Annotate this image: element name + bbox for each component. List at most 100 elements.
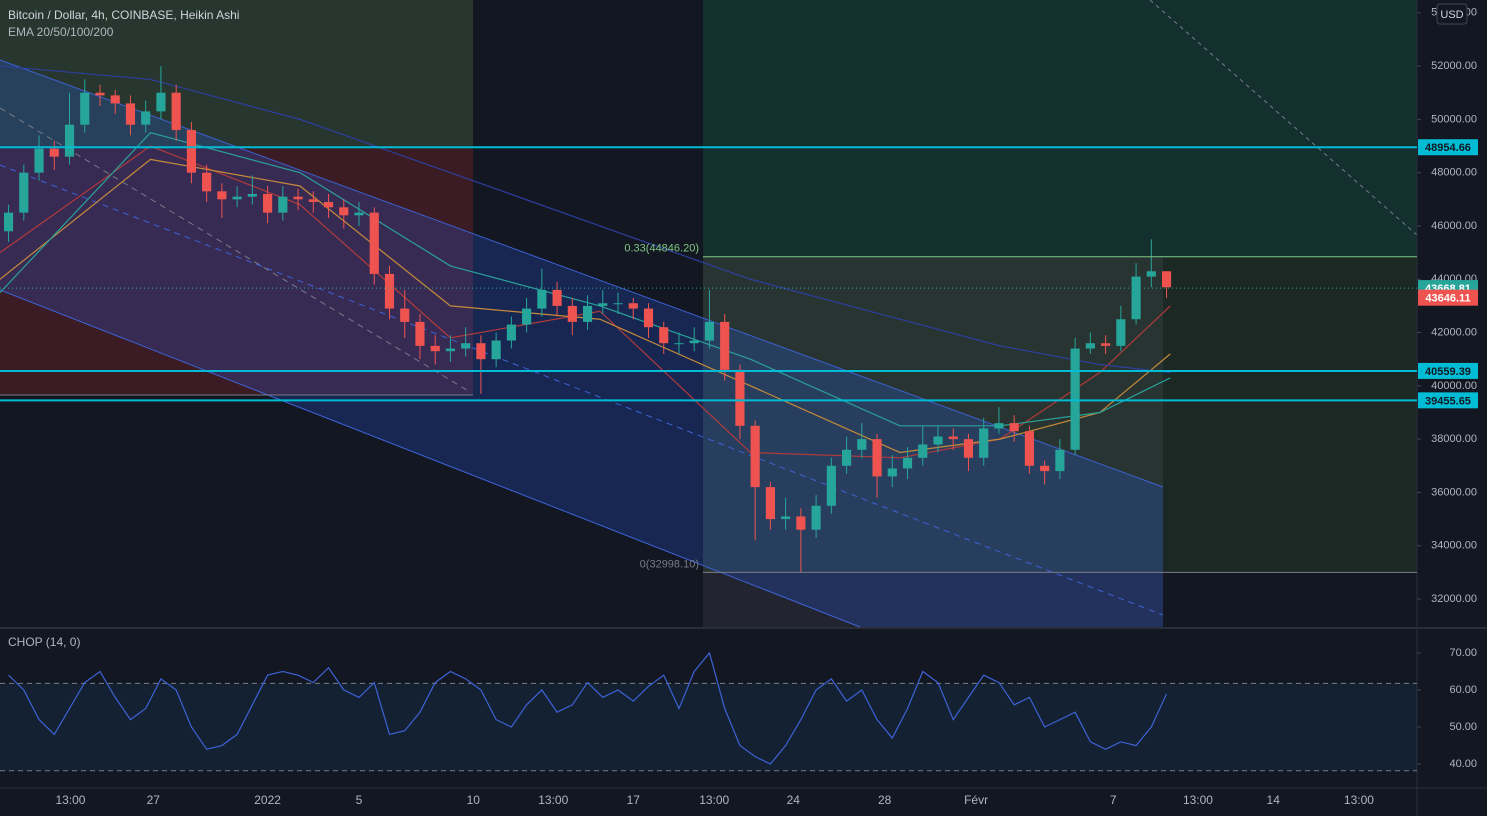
y-tick-label: 40.00 [1449,758,1477,770]
trend-dashed [0,107,471,393]
x-tick-label: 14 [1267,793,1281,807]
candle-body [110,95,120,104]
candle-body [796,516,806,530]
candle-body [64,124,75,157]
candle-body [963,439,974,458]
candle-body [476,343,486,360]
y-tick-label: 34000.00 [1431,540,1477,552]
currency-badge[interactable] [1436,3,1468,25]
trend-dashed [1149,0,1418,236]
candle-body [1055,449,1065,472]
candle-body [720,321,730,370]
price-badge [1418,392,1478,409]
channel-mid [0,164,1164,616]
y-tick-label: 38000.00 [1431,433,1477,445]
price-badge-label: 48954.66 [1425,142,1471,154]
y-tick-label: 48000.00 [1431,167,1477,179]
candle-body [3,212,14,232]
price-badge-label: 43646.11 [1425,293,1470,305]
candle-body [445,348,456,352]
candle-body [826,465,836,506]
candle-body [842,449,852,466]
x-tick-label: 13:00 [538,793,568,807]
candle-body [689,340,699,344]
candle-body [857,439,867,450]
currency[interactable]: USD [1440,9,1463,21]
candle-body [872,439,882,477]
candle-body [704,321,715,341]
y-tick-label: 50.00 [1449,721,1477,733]
candle-body [34,148,44,173]
candle-body [1009,423,1019,432]
price-badge [1418,362,1478,379]
chart-title: Bitcoin / Dollar, 4h, COINBASE, Heikin A… [8,8,239,22]
price-badge [1418,139,1478,156]
candle-body [1161,271,1172,288]
candle-body [95,92,105,96]
ema-line [0,158,1171,454]
candle-body [263,193,273,213]
y-tick-label: 32000.00 [1431,593,1477,605]
y-tick-label: 50000.00 [1431,113,1477,125]
candle-body [156,92,166,112]
candle-body [339,207,349,216]
x-tick-label: 7 [1110,793,1117,807]
x-tick-label: Févr [964,793,988,807]
price-badge [1418,289,1478,306]
candle-body [461,343,471,349]
x-tick-label: 24 [787,793,801,807]
x-tick-label: 5 [356,793,363,807]
candle-body [765,487,775,520]
candle-body [933,436,943,445]
indicator-label: EMA 20/50/100/200 [8,25,114,39]
candle-body [735,369,745,426]
x-tick-label: 2022 [254,793,281,807]
y-tick-label: 60.00 [1449,684,1477,696]
candle-body [1070,348,1080,450]
candle-body [19,172,29,213]
candle-body [1085,343,1095,349]
fib-label: 0(32998.10) [640,558,699,570]
candle-body [567,305,577,322]
candle-body [430,345,440,352]
range-box [703,257,1163,627]
x-tick-label: 13:00 [1183,793,1213,807]
candle-body [552,289,562,306]
candle-body [202,172,212,192]
candle-body [415,321,425,346]
candle-body [80,92,90,125]
candle-body [598,303,608,306]
candle-body [750,425,760,488]
candle-body [582,305,593,322]
candle-body [369,212,379,274]
candle-body [948,436,958,440]
candle-body [171,92,181,131]
candle-body [506,324,516,341]
y-tick-label: 36000.00 [1431,486,1477,498]
candle-body [918,444,928,458]
candle-body [354,212,364,216]
loss-zone [0,147,473,395]
x-tick-label: 13:00 [55,793,85,807]
candle-body [49,148,59,157]
fib-label: 0.33(44846.20) [624,243,699,255]
candle-body [1146,271,1156,277]
loss-zone [703,257,1417,573]
candle-body [659,327,669,344]
candle-body [1040,465,1050,472]
profit-zone [703,0,1417,257]
candle-body [902,457,913,469]
y-tick-label: 70.00 [1449,647,1477,659]
candle-body [217,191,227,200]
channel-bottom [0,289,861,628]
candle-body [278,196,288,213]
x-tick-label: 28 [878,793,892,807]
candle-body [247,193,257,197]
indicator-title: CHOP (14, 0) [8,635,80,649]
candle-body [125,103,136,125]
x-tick-label: 10 [467,793,481,807]
candle-body [1024,431,1034,466]
candle-body [1116,319,1126,346]
channel [0,60,1163,627]
candle-body [141,111,151,125]
